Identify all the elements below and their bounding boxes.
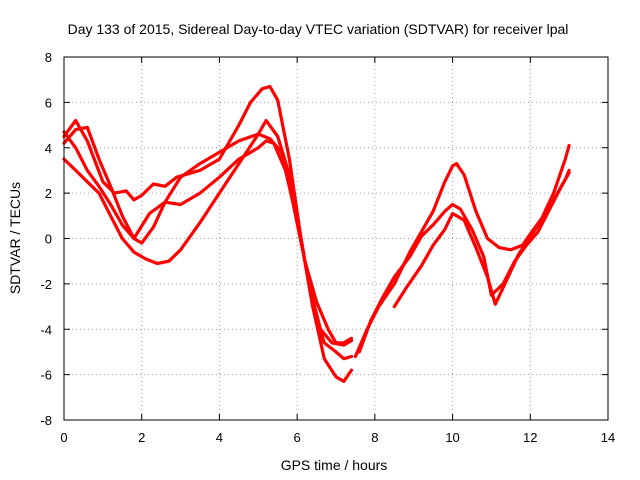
series-trace-1: [62, 125, 354, 345]
y-tick-label: 6: [45, 95, 52, 110]
y-tick-label: -2: [40, 277, 52, 292]
x-axis-label: GPS time / hours: [281, 457, 388, 473]
data-series: [62, 84, 571, 383]
x-tick-label: 2: [138, 430, 145, 445]
y-tick-label: 0: [45, 232, 52, 247]
y-tick-label: -4: [40, 322, 52, 337]
tick-labels: 0 2 4 6 8 10 12 14 -8 -6 -4 -2 0 2 4 6 8: [40, 50, 615, 445]
y-tick-label: 2: [45, 186, 52, 201]
series-trace-4: [62, 130, 354, 347]
x-tick-label: 6: [294, 430, 301, 445]
axis-ticks: [63, 56, 609, 421]
series-trace-2: [62, 118, 354, 361]
y-tick-label: 4: [45, 141, 52, 156]
y-tick-label: 8: [45, 50, 52, 65]
x-tick-label: 14: [601, 430, 615, 445]
x-tick-label: 8: [371, 430, 378, 445]
series-trace-5: [353, 143, 571, 359]
chart-title: Day 133 of 2015, Sidereal Day-to-day VTE…: [68, 21, 569, 37]
y-axis-label: SDTVAR / TECUs: [7, 182, 23, 294]
series-trace-6: [357, 171, 571, 354]
series-trace-3: [62, 84, 354, 383]
x-tick-label: 4: [216, 430, 223, 445]
y-tick-label: -8: [40, 413, 52, 428]
y-tick-label: -6: [40, 368, 52, 383]
series-trace-7: [392, 168, 571, 309]
x-tick-label: 10: [445, 430, 459, 445]
x-tick-label: 0: [60, 430, 67, 445]
x-tick-label: 12: [523, 430, 537, 445]
